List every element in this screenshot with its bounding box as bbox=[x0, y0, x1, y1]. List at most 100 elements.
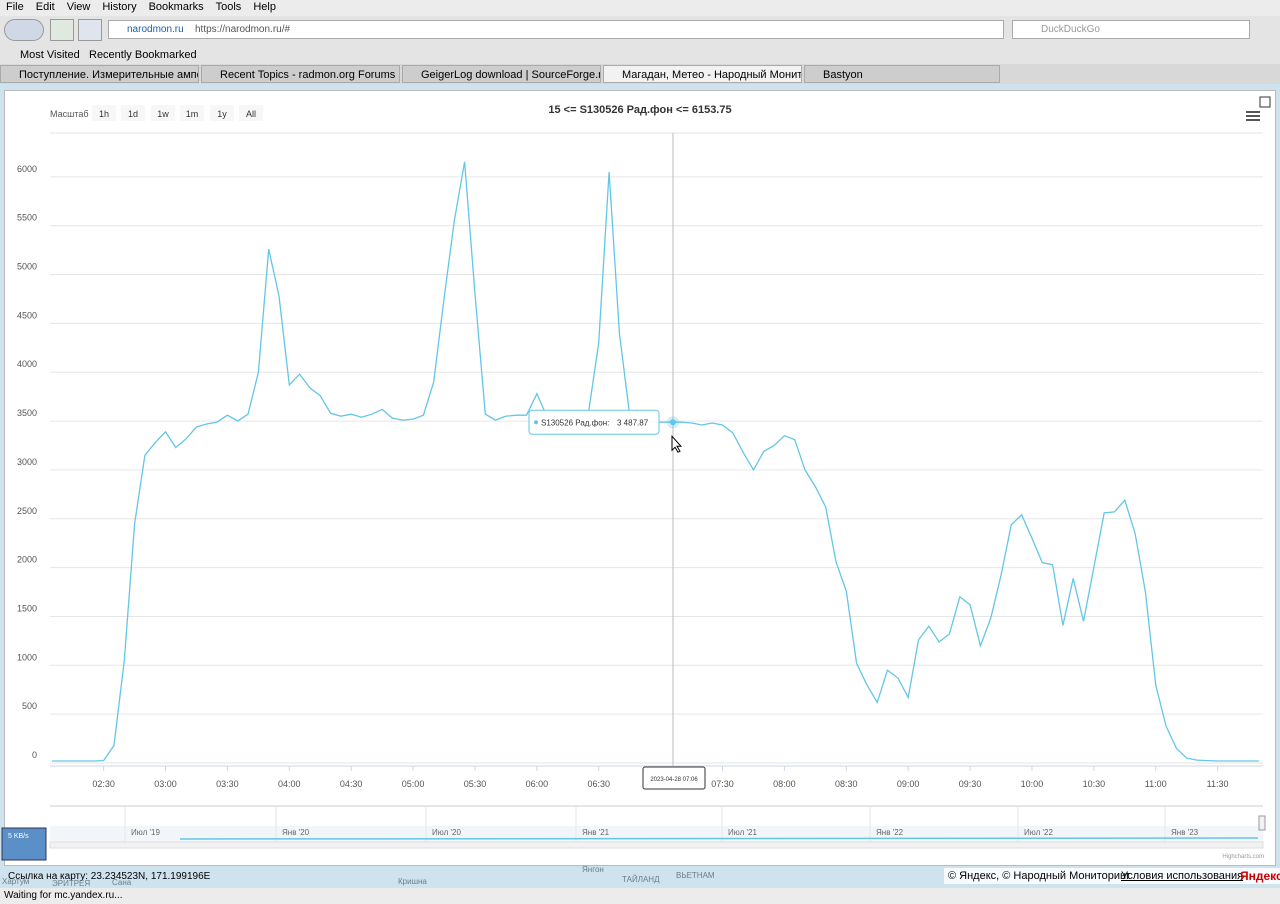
hover-point bbox=[670, 419, 677, 426]
tooltip-dot bbox=[534, 420, 539, 425]
tab[interactable]: Магадан, Метео - Народный Мониторинг bbox=[603, 65, 802, 83]
x-tick-label: 08:00 bbox=[773, 779, 796, 789]
range-button[interactable]: 1w bbox=[157, 109, 169, 119]
x-tick-label: 05:30 bbox=[464, 779, 487, 789]
navigator-label: Янв '21 bbox=[582, 828, 610, 837]
range-button-bg[interactable] bbox=[239, 105, 263, 121]
range-button[interactable]: 1d bbox=[128, 109, 138, 119]
tab[interactable]: Поступление. Измерительные ампермет... bbox=[0, 65, 199, 83]
tooltip-value: 3 487.87 bbox=[617, 418, 649, 427]
status-bar: Waiting for mc.yandex.ru... bbox=[0, 888, 1280, 904]
tab[interactable]: GeigerLog download | SourceForge.net bbox=[402, 65, 601, 83]
bookmark[interactable]: Most Visited bbox=[20, 49, 80, 61]
speed-widget bbox=[1, 827, 47, 861]
range-button[interactable]: 1m bbox=[186, 109, 199, 119]
tab[interactable]: Bastyon bbox=[804, 65, 1000, 83]
navigator-label: Июл '21 bbox=[728, 828, 757, 837]
menu-icon[interactable] bbox=[1246, 111, 1260, 113]
y-tick-label: 2500 bbox=[17, 506, 37, 516]
navigator-label: Янв '22 bbox=[876, 828, 904, 837]
copyright: © Яндекс, © Народный Мониторинг bbox=[948, 870, 1131, 882]
x-tick-label: 05:00 bbox=[402, 779, 425, 789]
x-tick-label: 04:00 bbox=[278, 779, 301, 789]
tab-bar: Поступление. Измерительные ампермет... R… bbox=[0, 64, 1280, 84]
scrollbar[interactable] bbox=[49, 841, 1264, 849]
map-place: Хартум bbox=[2, 877, 29, 886]
menu-item[interactable]: Help bbox=[253, 1, 276, 13]
navigator-series bbox=[179, 837, 1259, 840]
map-footer: Ссылка на карту: 23.234523N, 171.199196E… bbox=[0, 866, 1280, 888]
y-tick-label: 5500 bbox=[17, 213, 37, 223]
credits: Highcharts.com bbox=[1222, 854, 1264, 860]
reload[interactable] bbox=[50, 19, 74, 41]
menu-item[interactable]: View bbox=[66, 1, 91, 13]
x-tick-label: 09:30 bbox=[959, 779, 982, 789]
tooltip-box bbox=[528, 409, 660, 435]
map-place: ЭРИТРЕЯ bbox=[52, 879, 90, 888]
crosshair-label-box bbox=[642, 766, 706, 790]
menu-item[interactable]: Tools bbox=[215, 1, 242, 13]
status-text: Waiting for mc.yandex.ru... bbox=[4, 890, 123, 901]
range-button[interactable]: 1y bbox=[217, 109, 227, 119]
search-engine: DuckDuckGo bbox=[1041, 24, 1100, 35]
search-box[interactable]: DuckDuckGo bbox=[1012, 20, 1250, 39]
y-tick-label: 2000 bbox=[17, 555, 37, 565]
menu-bar: File Edit View History Bookmarks Tools Help bbox=[0, 0, 1280, 16]
chart-panel bbox=[4, 90, 1276, 866]
menu-item[interactable]: Bookmarks bbox=[148, 1, 204, 13]
menu-icon[interactable] bbox=[1246, 115, 1260, 117]
range-button-bg[interactable] bbox=[92, 105, 116, 121]
x-tick-label: 07:30 bbox=[711, 779, 734, 789]
range-button[interactable]: 1h bbox=[99, 109, 109, 119]
x-tick-label: 09:00 bbox=[897, 779, 920, 789]
x-tick-label: 11:30 bbox=[1207, 779, 1229, 789]
map-coords: Ссылка на карту: 23.234523N, 171.199196E bbox=[8, 871, 211, 882]
close-button[interactable] bbox=[1259, 96, 1271, 108]
tab[interactable]: Recent Topics - radmon.org Forums bbox=[201, 65, 400, 83]
range-button-bg[interactable] bbox=[180, 105, 204, 121]
navigator-label: Июл '20 bbox=[432, 828, 461, 837]
navigator-label: Июл '19 bbox=[131, 828, 160, 837]
range-button-bg[interactable] bbox=[121, 105, 145, 121]
y-tick-label: 3500 bbox=[17, 408, 37, 418]
y-tick-label: 5000 bbox=[17, 262, 37, 272]
terms-link[interactable]: Условия использования bbox=[1121, 870, 1244, 882]
range-button-bg[interactable] bbox=[151, 105, 175, 121]
copyright-box: © Яндекс, © Народный Мониторинг Условия … bbox=[944, 868, 1280, 884]
map-place: Кришна bbox=[398, 877, 427, 886]
x-tick-label: 10:00 bbox=[1021, 779, 1044, 789]
x-tick-label: 03:00 bbox=[154, 779, 177, 789]
menu-item[interactable]: Edit bbox=[35, 1, 55, 13]
crosshair-label: 2023-04-28 07:06 bbox=[650, 777, 698, 783]
chart-title: 15 <= S130526 Рад.фон <= 6153.75 bbox=[548, 104, 731, 116]
menu-icon[interactable] bbox=[1246, 119, 1260, 121]
series-line bbox=[52, 161, 1259, 762]
speed-text: 5 KB/s bbox=[8, 833, 29, 840]
tooltip-label: S130526 Рад.фон: bbox=[541, 418, 609, 427]
range-button-bg[interactable] bbox=[210, 105, 234, 121]
back-forward[interactable] bbox=[4, 19, 44, 41]
nav-bar: narodmon.ru https://narodmon.ru/# DuckDu… bbox=[0, 16, 1280, 44]
navigator-handle[interactable] bbox=[1258, 815, 1266, 831]
bookmarks-bar: Most Visited Recently Bookmarked bbox=[0, 44, 1280, 64]
y-tick-label: 3000 bbox=[17, 457, 37, 467]
menu-item[interactable]: History bbox=[102, 1, 137, 13]
yandex-logo: Яндекс bbox=[1240, 869, 1280, 883]
range-button[interactable]: All bbox=[246, 109, 256, 119]
navigator-label: Янв '20 bbox=[282, 828, 310, 837]
bookmark[interactable]: Recently Bookmarked bbox=[89, 49, 197, 61]
menu-item[interactable]: File bbox=[6, 1, 24, 13]
y-tick-label: 500 bbox=[22, 701, 37, 711]
map-place: ТАЙЛАНД bbox=[622, 875, 660, 884]
map-place: ВЬЕТНАМ bbox=[676, 871, 715, 880]
home[interactable] bbox=[78, 19, 102, 41]
map-place: Янгон bbox=[582, 865, 604, 874]
site-identity: narodmon.ru bbox=[127, 24, 184, 35]
y-tick-label: 1500 bbox=[17, 603, 37, 613]
y-tick-label: 4500 bbox=[17, 310, 37, 320]
url-bar[interactable]: narodmon.ru https://narodmon.ru/# bbox=[108, 20, 1004, 39]
x-tick-label: 10:30 bbox=[1083, 779, 1106, 789]
url-text: https://narodmon.ru/# bbox=[195, 24, 291, 35]
y-tick-label: 0 bbox=[32, 750, 37, 760]
